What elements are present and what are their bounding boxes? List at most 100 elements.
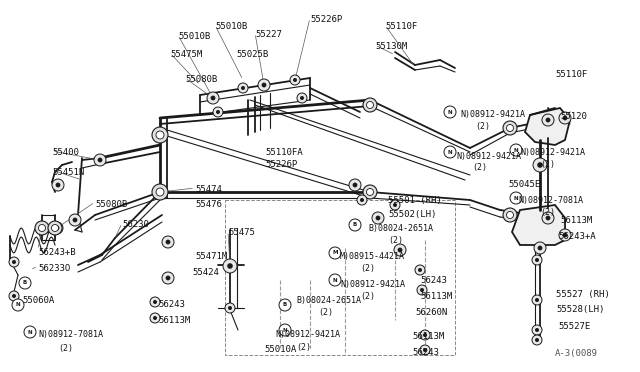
Text: (2): (2) (540, 160, 555, 169)
Text: 55527E: 55527E (558, 322, 590, 331)
Circle shape (152, 127, 168, 143)
Text: 55475M: 55475M (170, 50, 202, 59)
Text: N)08912-9421A: N)08912-9421A (456, 152, 521, 161)
Bar (225, 200, 455, 355)
Circle shape (538, 246, 543, 250)
Text: 56113M: 56113M (560, 216, 592, 225)
Circle shape (535, 258, 539, 262)
Text: 56233O: 56233O (38, 264, 70, 273)
Circle shape (9, 257, 19, 267)
Text: 56113M: 56113M (158, 316, 190, 325)
Circle shape (153, 316, 157, 320)
Circle shape (279, 324, 291, 336)
Text: 55226P: 55226P (265, 160, 297, 169)
Text: N: N (16, 302, 20, 308)
Circle shape (349, 179, 361, 191)
Text: M: M (332, 250, 338, 256)
Circle shape (532, 255, 542, 265)
Text: 55110FA: 55110FA (265, 148, 303, 157)
Text: N)08912-7081A: N)08912-7081A (518, 196, 583, 205)
Circle shape (363, 185, 377, 199)
Circle shape (166, 276, 170, 280)
Text: N: N (283, 327, 287, 333)
Circle shape (35, 221, 49, 235)
Circle shape (72, 218, 77, 222)
Circle shape (153, 300, 157, 304)
Text: B: B (283, 302, 287, 308)
Text: 55130M: 55130M (375, 42, 407, 51)
Circle shape (150, 297, 160, 307)
Circle shape (225, 303, 235, 313)
Text: A-3(0089: A-3(0089 (555, 349, 598, 358)
Circle shape (213, 107, 223, 117)
Text: 55474: 55474 (195, 185, 222, 194)
Text: 55227: 55227 (255, 30, 282, 39)
Text: 55226P: 55226P (310, 15, 342, 24)
Text: 55010A: 55010A (264, 345, 296, 354)
Text: 56243: 56243 (420, 276, 447, 285)
Text: 56243: 56243 (158, 300, 185, 309)
Text: N: N (28, 330, 32, 334)
Circle shape (559, 229, 571, 241)
Text: 56113M: 56113M (412, 332, 444, 341)
Circle shape (535, 298, 539, 302)
Circle shape (372, 212, 384, 224)
Circle shape (19, 277, 31, 289)
Text: N: N (514, 148, 518, 153)
Circle shape (503, 121, 517, 135)
Circle shape (397, 248, 403, 252)
Circle shape (563, 232, 568, 237)
Text: (2): (2) (475, 122, 490, 131)
Circle shape (418, 268, 422, 272)
Text: 55475: 55475 (228, 228, 255, 237)
Text: B)08024-2651A: B)08024-2651A (368, 224, 433, 233)
Text: 55120: 55120 (560, 112, 587, 121)
Circle shape (97, 158, 102, 163)
Circle shape (262, 83, 266, 87)
Text: (2): (2) (360, 292, 375, 301)
Circle shape (510, 144, 522, 156)
Circle shape (166, 240, 170, 244)
Text: 56230: 56230 (122, 220, 149, 229)
Circle shape (349, 219, 361, 231)
Circle shape (545, 216, 550, 220)
Text: 55110F: 55110F (555, 70, 588, 79)
Circle shape (156, 188, 164, 196)
Text: N: N (514, 196, 518, 201)
Text: 55451N: 55451N (52, 168, 84, 177)
Circle shape (420, 330, 430, 340)
Text: N: N (448, 109, 452, 115)
Circle shape (420, 288, 424, 292)
Text: N)08912-7081A: N)08912-7081A (38, 330, 103, 339)
Circle shape (367, 102, 374, 109)
Text: 55400: 55400 (52, 148, 79, 157)
Circle shape (533, 158, 547, 172)
Text: 55424: 55424 (192, 268, 219, 277)
Text: 55528(LH): 55528(LH) (556, 305, 604, 314)
Circle shape (156, 131, 164, 139)
Circle shape (394, 244, 406, 256)
Text: 55471M: 55471M (195, 252, 227, 261)
Circle shape (150, 313, 160, 323)
Circle shape (12, 299, 24, 311)
Circle shape (532, 335, 542, 345)
Circle shape (51, 222, 63, 234)
Circle shape (542, 212, 554, 224)
Circle shape (360, 198, 364, 202)
Text: (2): (2) (296, 343, 311, 352)
Circle shape (56, 183, 60, 187)
Circle shape (241, 86, 245, 90)
Circle shape (227, 263, 233, 269)
Circle shape (559, 112, 571, 124)
Circle shape (423, 333, 427, 337)
Text: N: N (448, 150, 452, 154)
Circle shape (367, 189, 374, 196)
Polygon shape (525, 108, 570, 145)
Text: 55110F: 55110F (385, 22, 417, 31)
Text: 56260N: 56260N (415, 308, 447, 317)
Text: 55080B: 55080B (95, 200, 127, 209)
Circle shape (506, 212, 513, 218)
Circle shape (415, 265, 425, 275)
Text: 55527 (RH): 55527 (RH) (556, 290, 610, 299)
Text: 55060A: 55060A (22, 296, 54, 305)
